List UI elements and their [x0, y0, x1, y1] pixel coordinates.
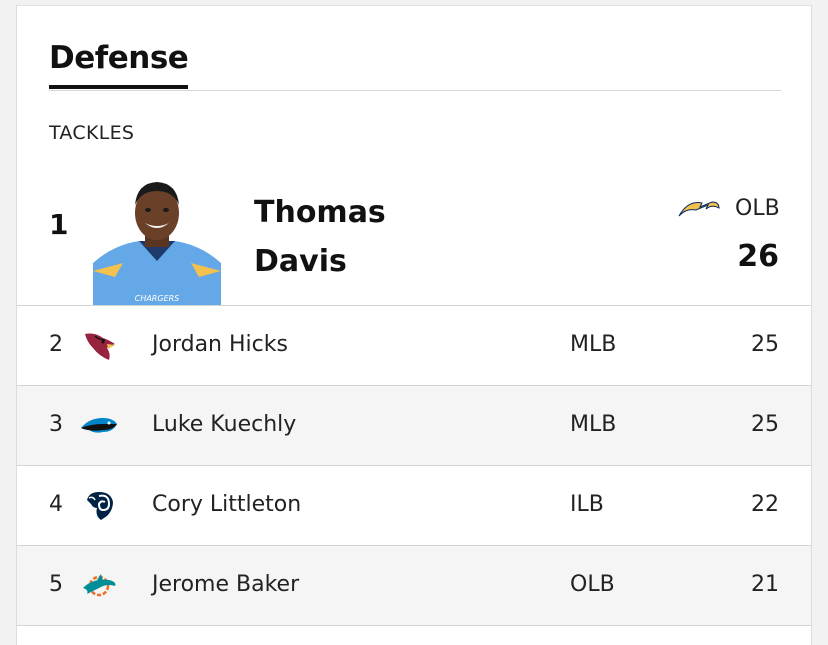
row-rank: 5 [49, 572, 63, 597]
leaders-card: Defense TACKLES 1 CHARGERS [16, 5, 812, 645]
row-position: MLB [570, 332, 617, 357]
table-row[interactable]: 2 Jordan Hicks MLB 25 [17, 306, 811, 386]
leader-stat-value: 26 [737, 239, 779, 274]
leader-first-name: Thomas [254, 195, 386, 230]
row-player-name[interactable]: Luke Kuechly [152, 412, 297, 437]
leader-position: OLB [735, 196, 780, 221]
dolphins-icon [79, 566, 119, 606]
row-player-name[interactable]: Jordan Hicks [152, 332, 288, 357]
row-stat-value: 21 [751, 572, 779, 597]
stat-category-label: TACKLES [49, 122, 135, 144]
row-stat-value: 22 [751, 492, 779, 517]
svg-text:CHARGERS: CHARGERS [135, 294, 180, 303]
table-row[interactable]: 5 Jerome Baker OLB 21 [17, 546, 811, 626]
player-headshot: CHARGERS [93, 179, 221, 305]
row-stat-value: 25 [751, 332, 779, 357]
row-player-name[interactable]: Jerome Baker [152, 572, 300, 597]
cardinals-icon [79, 326, 119, 366]
leader-row[interactable]: 1 CHARGERS Thomas Davis [17, 166, 811, 306]
table-row[interactable]: 4 Cory Littleton ILB 22 [17, 466, 811, 546]
row-stat-value: 25 [751, 412, 779, 437]
row-player-name[interactable]: Cory Littleton [152, 492, 302, 517]
leader-last-name: Davis [254, 244, 347, 279]
table-row[interactable]: 3 Luke Kuechly MLB 25 [17, 386, 811, 466]
chargers-bolt-icon [678, 198, 720, 220]
tab-bar: Defense [49, 6, 781, 91]
row-position: OLB [570, 572, 615, 597]
row-position: MLB [570, 412, 617, 437]
rams-icon [79, 486, 119, 526]
panthers-icon [79, 406, 119, 446]
row-rank: 2 [49, 332, 63, 357]
leader-rank: 1 [49, 208, 69, 241]
leader-name[interactable]: Thomas Davis [254, 188, 386, 286]
row-rank: 3 [49, 412, 63, 437]
tab-defense[interactable]: Defense [49, 40, 189, 89]
row-rank: 4 [49, 492, 63, 517]
row-position: ILB [570, 492, 604, 517]
